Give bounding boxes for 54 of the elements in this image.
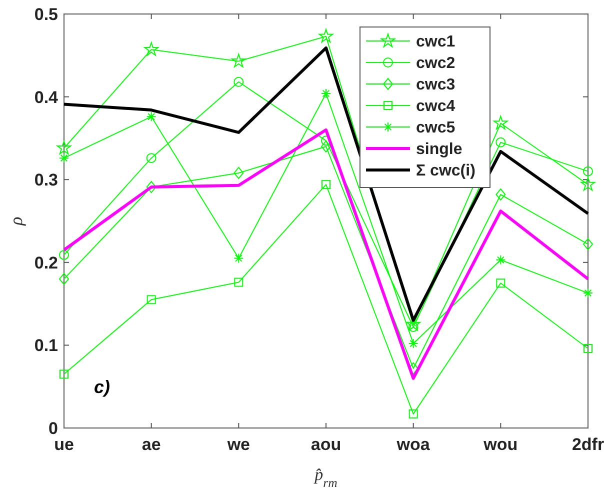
point [408, 409, 418, 418]
point [496, 188, 506, 201]
point [59, 153, 69, 164]
y-tick-label: 0.3 [34, 170, 58, 190]
y-tick-label: 0 [48, 418, 58, 438]
point [321, 140, 331, 152]
point [232, 54, 246, 68]
point [234, 76, 244, 87]
point [146, 112, 156, 122]
x-tick-label: woa [396, 435, 430, 454]
point [234, 278, 244, 287]
point [583, 288, 593, 298]
legend-label: cwc4 [416, 98, 456, 116]
point [56, 140, 72, 154]
point [144, 42, 158, 56]
y-tick-label: 0.4 [34, 88, 59, 107]
x-tick-label: ue [54, 435, 74, 454]
point [234, 166, 244, 179]
x-tick-label: aou [310, 435, 342, 454]
legend-label: single [416, 141, 462, 158]
legend-label: cwc1 [416, 34, 456, 51]
point [146, 153, 156, 164]
legend-label: cwc2 [416, 55, 456, 72]
point [321, 88, 331, 98]
legend-label: cwc5 [416, 120, 456, 137]
point [583, 238, 593, 250]
y-tick-label: 0.5 [34, 4, 58, 24]
y-tick-label: 0.2 [34, 253, 58, 272]
point [496, 254, 506, 265]
point [322, 180, 330, 190]
y-tick-label: 0.1 [34, 336, 58, 356]
point [146, 181, 156, 194]
point [59, 250, 69, 260]
point [234, 253, 244, 264]
y-axis-title: ρ [6, 216, 26, 226]
legend-label: Σ cwc(i) [416, 162, 476, 180]
legend-label: cwc3 [416, 76, 456, 94]
point [318, 28, 334, 43]
point [580, 177, 596, 191]
point [408, 338, 418, 349]
x-axis-title: p̂$_{rm}$ [314, 465, 338, 488]
annotation: c) [94, 377, 110, 397]
point [494, 116, 508, 130]
point [583, 166, 593, 176]
point [584, 344, 592, 354]
x-tick-label: ae [142, 435, 161, 454]
point [496, 137, 506, 148]
point [496, 278, 506, 288]
x-tick-label: we [226, 435, 250, 454]
x-tick-label: wou [482, 435, 518, 454]
point [59, 272, 69, 285]
point [60, 370, 68, 379]
point [146, 295, 156, 304]
x-tick-label: 2dfr [572, 435, 604, 454]
